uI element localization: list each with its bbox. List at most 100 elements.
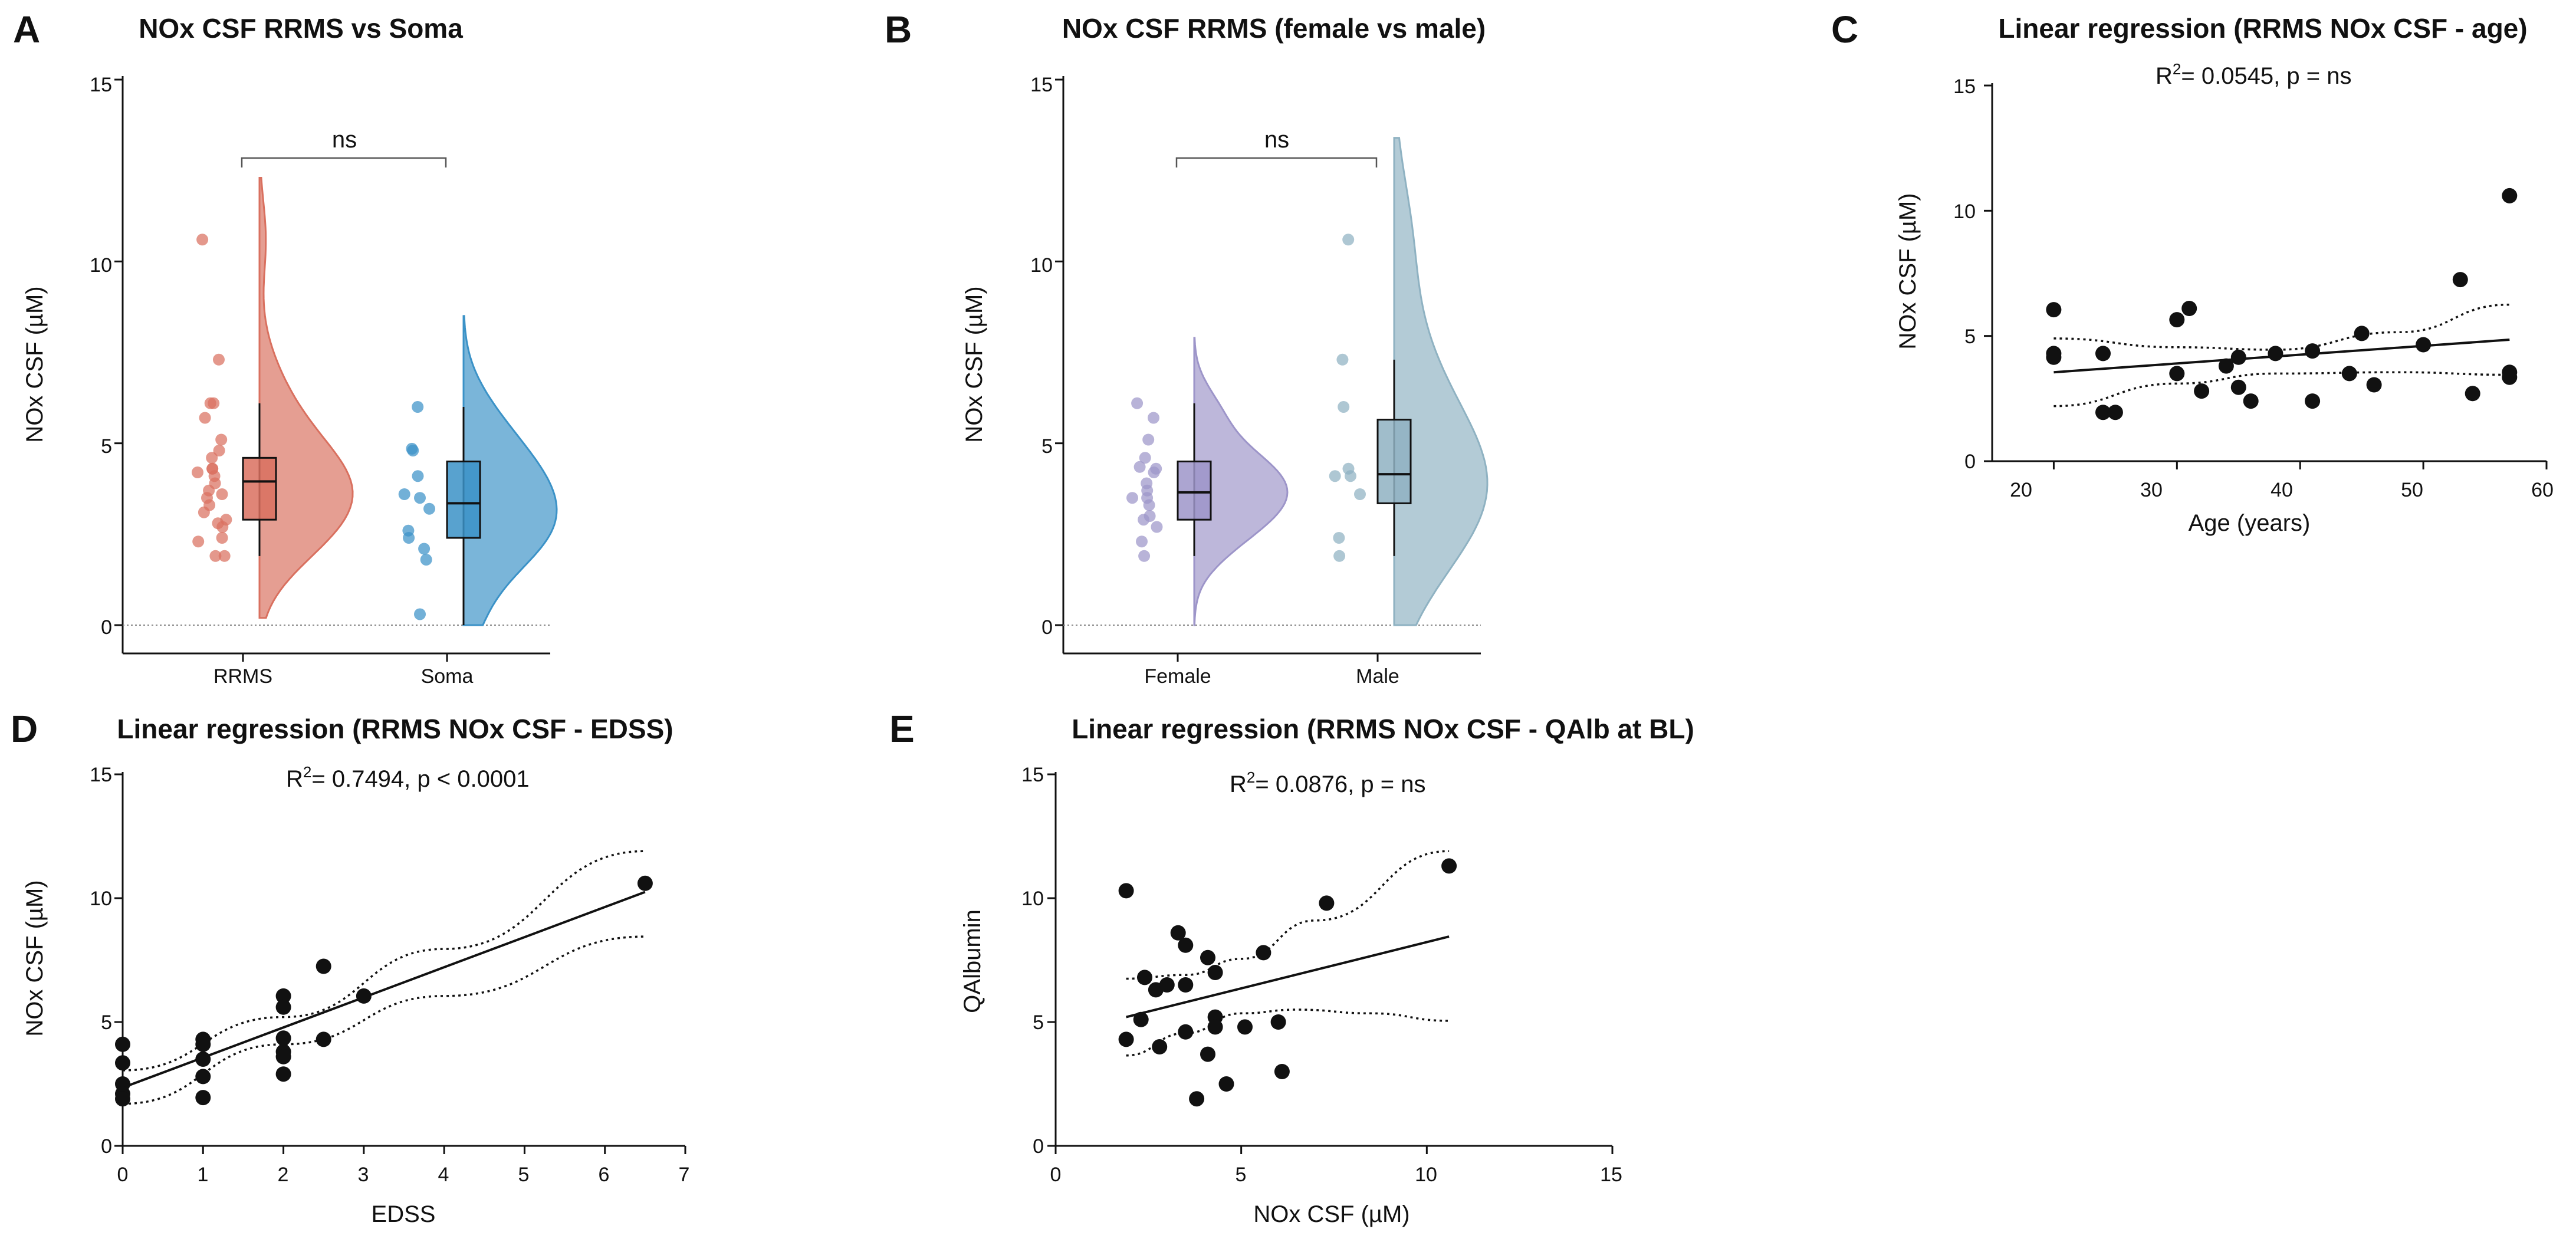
panel-e-data-point [1137, 970, 1152, 985]
panel-a-rrms-point [196, 234, 209, 246]
panel-c-data-point [2452, 272, 2468, 288]
panel-b-female-point [1139, 452, 1151, 464]
panel-d-data-point [275, 1049, 291, 1064]
panel-a-ytick-15: 15 [90, 74, 112, 96]
panel-d-ytick-15: 15 [90, 764, 112, 786]
panel-b-female-point [1138, 514, 1150, 526]
panel-c-data-point [2046, 302, 2062, 318]
panel-c-data-point [2095, 405, 2111, 420]
panel-a-ytick-0: 0 [101, 616, 112, 639]
panel-b-ytick-5: 5 [1041, 435, 1053, 458]
panel-c-xtick-40: 40 [2271, 479, 2293, 501]
panel-a-raincloud: 0 5 10 15 NOx CSF (µM) RRMS Soma ns [22, 74, 558, 688]
panel-d-data-point [275, 999, 291, 1015]
panel-a-rrms-box [242, 456, 277, 521]
panel-b-ytick-10: 10 [1030, 254, 1053, 277]
panel-c-xtick-20: 20 [2010, 479, 2032, 501]
panel-e-data-point [1207, 1019, 1223, 1035]
panel-letter-c: C [1831, 8, 1858, 51]
panel-d-title: Linear regression (RRMS NOx CSF - EDSS) [117, 714, 673, 744]
panel-d-data-point [195, 1069, 211, 1085]
panel-d-xtick-6: 6 [599, 1164, 610, 1186]
panel-b-male-point [1354, 488, 1366, 500]
panel-b-significance-bracket [1175, 157, 1378, 167]
panel-b-female-point [1151, 521, 1163, 533]
panel-c-r2-superscript: 2 [2173, 60, 2181, 78]
panel-letter-d: D [11, 708, 38, 750]
panel-e-data-point [1178, 1024, 1194, 1040]
panel-b-male-point [1333, 550, 1346, 562]
panel-e-ytick-10: 10 [1021, 888, 1044, 910]
panel-d-data-point [275, 1030, 291, 1046]
panel-b-male-box [1376, 419, 1412, 504]
panel-b-female-point [1126, 492, 1138, 504]
panel-b-male-point [1333, 532, 1345, 544]
panel-c-r2-text: = 0.0545, p = ns [2181, 63, 2351, 89]
panel-b-female-point [1142, 433, 1155, 446]
panel-a-rrms-point [218, 550, 231, 562]
panel-a-soma-point [407, 445, 419, 456]
panel-c-xtick-50: 50 [2401, 479, 2423, 501]
panel-c-data-point [2305, 393, 2321, 409]
panel-d-xtick-7: 7 [679, 1164, 690, 1186]
panel-a-xtick-rrms: RRMS [213, 665, 272, 688]
panel-a-soma-point [414, 608, 426, 620]
panel-c-data-point [2354, 326, 2370, 341]
panel-a-significance-bracket [241, 157, 447, 167]
panel-e-data-point [1441, 858, 1457, 874]
panel-a-rrms-point [216, 488, 228, 500]
panel-c-r2-annotation: R2= 0.0545, p = ns [2156, 60, 2351, 89]
panel-a-rrms-point [192, 466, 203, 478]
panel-e-data-point [1270, 1014, 1286, 1030]
panel-a-rrms-point [213, 445, 225, 456]
panel-e-ci-lower-band [1126, 1008, 1450, 1057]
panel-b-female-point [1143, 499, 1155, 511]
panel-b-xtick-male: Male [1356, 665, 1399, 688]
panel-a-rrms-point [192, 535, 205, 548]
panel-e-data-point [1152, 1039, 1168, 1054]
panel-a-soma-point [418, 543, 431, 555]
panel-d-data-point [316, 958, 331, 974]
panel-e-data-point [1189, 1091, 1205, 1107]
panel-letter-b: B [885, 8, 912, 51]
panel-d-data-point [195, 1036, 211, 1052]
panel-c-xtick-60: 60 [2531, 479, 2554, 501]
panel-d-r2-text: = 0.7494, p < 0.0001 [311, 766, 529, 792]
panel-a-soma-point [414, 492, 426, 504]
panel-a-soma-point [403, 532, 415, 544]
panel-e-data-point [1159, 977, 1175, 993]
panel-b-male-violin [1393, 137, 1489, 626]
panel-a-soma-point [398, 488, 410, 500]
panel-c-xtick-30: 30 [2140, 479, 2163, 501]
panel-c-ci-lower-band [2053, 371, 2510, 408]
panel-c-data-point [2107, 405, 2123, 420]
panel-d-data-point [356, 988, 372, 1004]
panel-c-data-point [2046, 349, 2062, 365]
panel-e-title: Linear regression (RRMS NOx CSF - QAlb a… [1072, 714, 1694, 744]
panel-a-rrms-point [199, 412, 211, 424]
panel-e-data-point [1170, 925, 1186, 941]
panel-d-data-point [115, 1036, 130, 1052]
panel-d-xtick-5: 5 [518, 1164, 530, 1186]
panel-c-ytick-0: 0 [1964, 451, 1976, 473]
panel-e-r2-superscript: 2 [1247, 768, 1255, 786]
panel-c-ytick-10: 10 [1953, 201, 1976, 223]
panel-e-ytick-15: 15 [1021, 764, 1044, 786]
panel-b-female-box [1177, 461, 1212, 521]
panel-d-xtick-4: 4 [438, 1164, 449, 1186]
panel-c-data-point [2502, 188, 2518, 203]
panel-a-soma-point [412, 470, 424, 482]
panel-c-data-point [2218, 358, 2234, 374]
panel-c-ci-upper-band [2053, 303, 2510, 351]
panel-a-rrms-point [204, 397, 216, 409]
panel-c-xlabel: Age (years) [2189, 510, 2311, 536]
panel-a-rrms-point [213, 353, 225, 366]
panel-e-xtick-10: 10 [1415, 1164, 1437, 1186]
panel-d-ytick-0: 0 [101, 1135, 112, 1158]
panel-c-regression: 0 5 10 15 20 30 40 50 60 Age (years) NOx… [1895, 60, 2554, 536]
panel-c-data-point [2230, 349, 2246, 365]
panel-d-data-point [115, 1091, 130, 1107]
panel-d-data-point [115, 1055, 130, 1071]
panel-b-male-point [1338, 401, 1350, 413]
